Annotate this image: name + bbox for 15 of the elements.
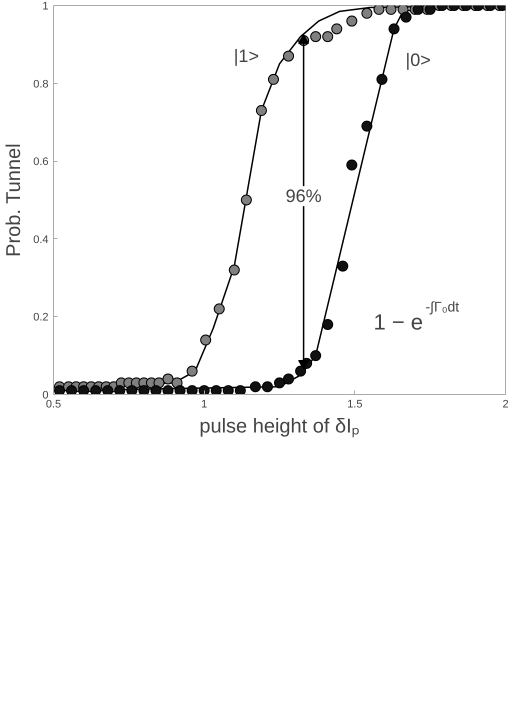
x-tick-label: 2 [502,398,509,410]
y-tick-label: 0 [42,390,49,402]
x-tick-label: 1 [201,398,208,410]
x-tick-label: 1.5 [347,398,362,410]
annotation: |0> [406,50,431,70]
annotation: |1> [234,46,259,66]
annotation: 96% [286,186,322,206]
y-axis-title: Prob. Tunnel [3,143,26,257]
y-tick-label: 0.6 [33,156,49,168]
y-tick-label: 0.8 [33,78,49,90]
x-axis-title: pulse height of δIₚ [199,416,360,438]
x-tick-label: 0.5 [46,398,62,410]
y-tick-label: 0.4 [33,234,49,246]
y-tick-label: 1 [42,0,49,12]
y-tick-label: 0.2 [33,312,49,324]
